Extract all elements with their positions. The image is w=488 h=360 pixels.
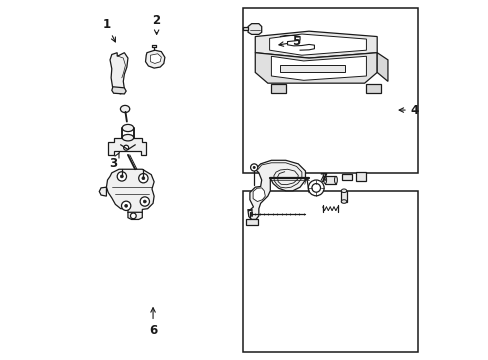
Polygon shape [106,169,154,216]
Circle shape [130,213,136,219]
Circle shape [139,174,148,183]
Text: 3: 3 [109,152,119,170]
Text: 6: 6 [149,308,157,337]
Ellipse shape [122,134,133,141]
Polygon shape [271,56,366,80]
Ellipse shape [341,200,346,203]
Polygon shape [269,34,366,55]
Bar [242,8,418,173]
Polygon shape [112,87,126,94]
Circle shape [117,172,126,181]
Polygon shape [247,24,261,35]
Polygon shape [110,53,128,94]
Text: 5: 5 [278,35,300,49]
Polygon shape [325,176,335,184]
Polygon shape [99,187,106,196]
Ellipse shape [120,105,129,113]
Polygon shape [255,31,376,58]
Text: 1: 1 [102,18,115,42]
Polygon shape [341,191,346,202]
Ellipse shape [323,176,326,184]
Polygon shape [108,138,145,155]
Polygon shape [341,174,351,180]
Circle shape [253,166,255,168]
Polygon shape [280,65,344,72]
Circle shape [120,175,123,178]
Polygon shape [253,188,265,202]
Polygon shape [150,54,161,63]
Polygon shape [366,84,380,93]
Ellipse shape [334,176,337,184]
Ellipse shape [122,125,133,132]
Circle shape [311,184,320,192]
Polygon shape [145,50,164,68]
Polygon shape [255,53,376,83]
Text: 7: 7 [319,172,327,185]
Circle shape [250,164,257,171]
Polygon shape [243,27,247,30]
Bar [242,191,418,352]
Polygon shape [247,160,305,220]
Polygon shape [271,84,285,93]
Circle shape [123,145,128,150]
Circle shape [308,180,324,196]
Ellipse shape [341,189,346,193]
Circle shape [121,201,131,211]
Polygon shape [376,53,387,81]
Text: 2: 2 [152,14,161,34]
Polygon shape [128,212,142,220]
Polygon shape [355,172,366,181]
Circle shape [143,200,146,203]
Circle shape [124,204,127,207]
Circle shape [142,177,144,180]
Polygon shape [246,219,258,225]
Text: 4: 4 [398,104,418,117]
Circle shape [140,197,149,206]
